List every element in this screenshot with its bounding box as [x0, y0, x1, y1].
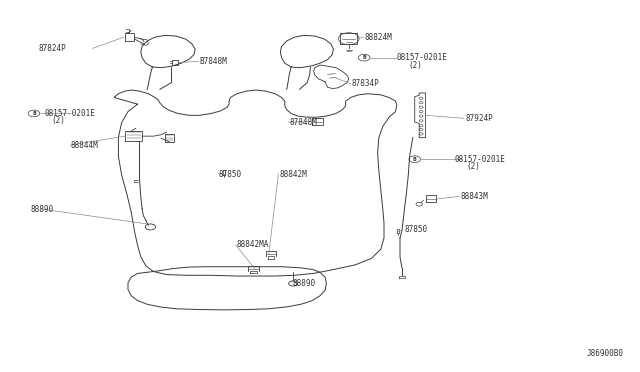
Text: 08157-0201E: 08157-0201E: [45, 109, 95, 118]
Text: 88842M: 88842M: [280, 170, 307, 179]
Text: 87834P: 87834P: [352, 79, 380, 88]
Text: (2): (2): [466, 162, 480, 171]
Text: 08157-0201E: 08157-0201E: [454, 155, 505, 164]
Text: B: B: [32, 111, 36, 116]
Text: 08157-0201E: 08157-0201E: [397, 53, 447, 62]
Text: 88890: 88890: [31, 205, 54, 214]
Text: B7848M: B7848M: [200, 57, 227, 66]
Text: 87850: 87850: [219, 170, 242, 179]
Text: 88843M: 88843M: [461, 192, 488, 201]
Text: 88890: 88890: [292, 279, 316, 288]
Text: (2): (2): [408, 61, 422, 70]
Text: 87924P: 87924P: [465, 114, 493, 123]
Text: 87850: 87850: [404, 225, 428, 234]
Text: 87824P: 87824P: [38, 44, 66, 53]
Text: B: B: [362, 55, 366, 60]
Text: 88842MA: 88842MA: [237, 240, 269, 249]
Text: B: B: [413, 157, 417, 162]
Text: J86900B0: J86900B0: [587, 349, 624, 358]
Text: (2): (2): [51, 116, 65, 125]
Text: 87848M: 87848M: [289, 118, 317, 126]
Text: 88824M: 88824M: [365, 33, 392, 42]
Text: 88844M: 88844M: [70, 141, 98, 150]
